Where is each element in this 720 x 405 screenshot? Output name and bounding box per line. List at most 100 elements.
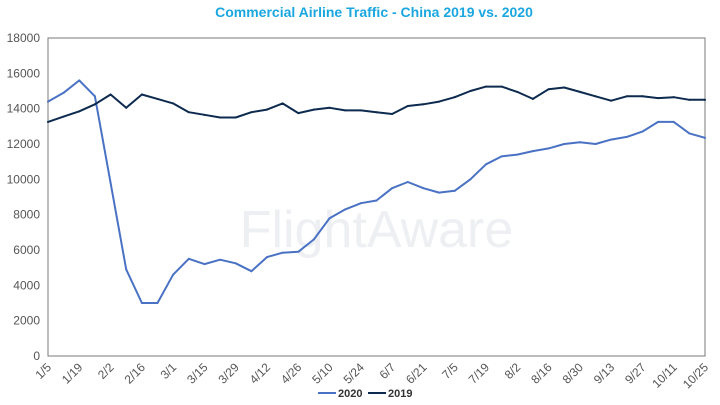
legend-item-2020: 2020 xyxy=(318,388,362,400)
series-2020 xyxy=(47,79,706,304)
data-point-2020 xyxy=(281,251,284,254)
data-point-2020 xyxy=(140,302,143,304)
y-tick-label: 14000 xyxy=(7,102,41,116)
data-point-2019 xyxy=(594,95,597,98)
legend-item-2019: 2019 xyxy=(368,388,412,400)
data-point-2019 xyxy=(375,111,378,114)
series-line-2019 xyxy=(47,85,706,123)
data-point-2020 xyxy=(328,217,331,220)
data-point-2019 xyxy=(281,102,284,105)
data-point-2019 xyxy=(78,110,81,113)
data-point-2019 xyxy=(485,85,487,88)
data-point-2019 xyxy=(297,112,300,115)
y-tick-label: 16000 xyxy=(7,66,41,80)
data-point-2019 xyxy=(625,95,628,98)
data-point-2019 xyxy=(140,93,143,96)
data-point-2020 xyxy=(625,135,628,138)
data-point-2020 xyxy=(578,141,581,144)
data-point-2019 xyxy=(156,97,159,100)
data-point-2019 xyxy=(688,98,691,101)
x-tick-label: 9/27 xyxy=(622,360,649,387)
x-tick-label: 7/5 xyxy=(439,360,461,382)
data-point-2020 xyxy=(93,95,96,98)
series-line-2020 xyxy=(47,79,706,304)
data-point-2020 xyxy=(203,263,206,266)
x-tick-label: 8/2 xyxy=(502,360,524,382)
data-point-2019 xyxy=(563,86,566,89)
data-point-2019 xyxy=(266,108,268,111)
data-point-2020 xyxy=(109,181,112,184)
data-point-2020 xyxy=(47,100,49,103)
data-point-2020 xyxy=(516,153,519,156)
data-point-2019 xyxy=(312,108,315,111)
x-tick-label: 3/15 xyxy=(184,360,211,387)
data-point-2019 xyxy=(641,95,644,98)
data-point-2019 xyxy=(172,102,175,105)
data-point-2020 xyxy=(547,147,550,150)
data-point-2019 xyxy=(610,99,613,102)
data-point-2020 xyxy=(375,199,378,202)
y-tick-label: 18000 xyxy=(7,31,41,45)
y-tick-label: 12000 xyxy=(7,137,41,151)
y-tick-label: 8000 xyxy=(13,208,40,222)
x-tick-label: 1/19 xyxy=(59,360,86,387)
x-tick-label: 10/25 xyxy=(680,360,711,391)
x-tick-label: 8/30 xyxy=(560,360,587,387)
data-point-2019 xyxy=(578,90,581,93)
x-tick-label: 10/11 xyxy=(649,360,680,391)
data-point-2020 xyxy=(657,120,660,123)
data-point-2020 xyxy=(344,208,347,211)
legend-label: 2020 xyxy=(338,388,362,400)
x-tick-label: 5/10 xyxy=(309,360,336,387)
data-point-2019 xyxy=(672,96,675,99)
chart-title: Commercial Airline Traffic - China 2019 … xyxy=(215,4,533,20)
data-point-2020 xyxy=(187,257,190,260)
data-point-2020 xyxy=(453,189,456,192)
data-point-2020 xyxy=(406,180,409,183)
data-point-2019 xyxy=(47,120,49,123)
data-point-2020 xyxy=(438,191,441,194)
data-point-2020 xyxy=(672,120,675,123)
data-point-2020 xyxy=(312,238,315,241)
data-point-2020 xyxy=(641,130,644,133)
data-point-2020 xyxy=(688,132,691,135)
x-tick-label: 6/21 xyxy=(403,360,430,387)
data-point-2020 xyxy=(563,143,566,145)
series-2019 xyxy=(47,85,706,123)
data-point-2019 xyxy=(187,111,190,114)
x-tick-label: 7/19 xyxy=(466,360,493,387)
data-point-2019 xyxy=(469,90,472,92)
data-point-2019 xyxy=(500,85,503,88)
data-point-2019 xyxy=(453,96,456,99)
watermark-text: FlightAware xyxy=(240,201,514,259)
x-tick-label: 3/1 xyxy=(158,360,180,382)
data-point-2020 xyxy=(125,268,128,271)
data-point-2019 xyxy=(203,113,206,116)
x-tick-label: 5/24 xyxy=(341,360,368,387)
x-tick-label: 3/29 xyxy=(215,360,242,387)
data-point-2019 xyxy=(422,103,425,106)
data-point-2019 xyxy=(391,112,394,115)
y-tick-label: 6000 xyxy=(13,243,40,257)
data-point-2020 xyxy=(594,143,597,145)
plot-frame xyxy=(47,37,706,357)
x-tick-label: 8/16 xyxy=(528,360,555,387)
data-point-2020 xyxy=(610,138,613,141)
data-point-2020 xyxy=(359,202,362,205)
data-point-2020 xyxy=(422,187,425,190)
y-tick-label: 2000 xyxy=(13,314,40,328)
data-point-2020 xyxy=(234,262,237,265)
x-tick-label: 4/12 xyxy=(247,360,274,387)
data-point-2019 xyxy=(62,115,65,118)
y-tick-label: 0 xyxy=(33,349,40,363)
data-point-2019 xyxy=(531,97,534,100)
data-point-2020 xyxy=(500,155,503,158)
data-point-2020 xyxy=(391,187,394,190)
data-point-2020 xyxy=(704,136,706,139)
data-point-2020 xyxy=(250,270,253,273)
data-point-2019 xyxy=(516,90,519,93)
x-tick-label: 1/5 xyxy=(32,360,54,382)
data-point-2020 xyxy=(266,256,268,259)
